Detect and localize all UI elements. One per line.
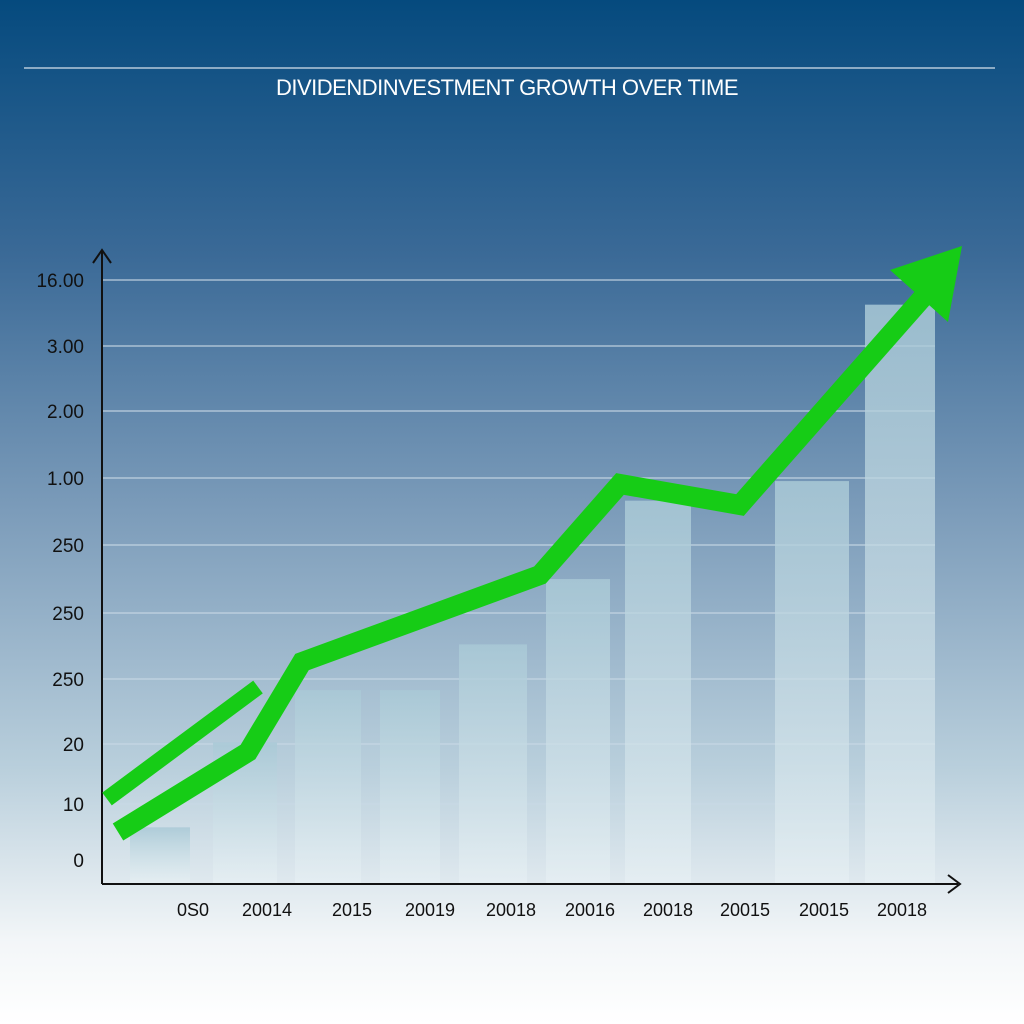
chart-title: DIVIDENDINVESTMENT GROWTH OVER TIME [276,75,738,100]
x-tick-label: 2015 [332,900,372,920]
y-tick-label: 250 [52,536,84,557]
y-tick-label: 0 [73,851,84,872]
x-tick-label: 20018 [877,900,927,920]
y-tick-label: 10 [63,795,84,816]
short-trend-line [102,680,263,806]
y-tick-label: 20 [63,735,84,756]
y-tick-label: 3.00 [47,337,84,358]
trend-line [112,288,933,841]
y-tick-label: 250 [52,670,84,691]
y-tick-label: 2.00 [47,402,84,423]
x-tick-label: 20015 [720,900,770,920]
bars [130,304,935,885]
bar [775,481,849,884]
bar [625,500,691,884]
x-tick-label: 20018 [486,900,536,920]
y-axis-ticks: 0 10 20 250 250 250 1.00 2.00 3.00 16.00 [36,271,84,872]
trend-lines [102,246,962,841]
y-tick-label: 1.00 [47,469,84,490]
x-tick-label: 20014 [242,900,292,920]
x-tick-label: 20015 [799,900,849,920]
x-axis-arrow [947,874,962,894]
x-tick-label: 20019 [405,900,455,920]
y-axis-arrow [92,248,112,264]
bar [459,644,527,884]
x-tick-label: 20018 [643,900,693,920]
bar [865,304,935,885]
bar [130,827,190,884]
y-tick-label: 250 [52,604,84,625]
x-tick-label: 0S0 [177,900,209,920]
bar [380,690,440,884]
bar [546,579,610,884]
y-tick-label: 16.00 [36,271,84,292]
x-tick-label: 20016 [565,900,615,920]
x-axis-ticks: 0S0 20014 2015 20019 20018 20016 20018 20015 200… [177,900,927,920]
trend-arrowhead [890,246,962,322]
bar [295,690,361,884]
